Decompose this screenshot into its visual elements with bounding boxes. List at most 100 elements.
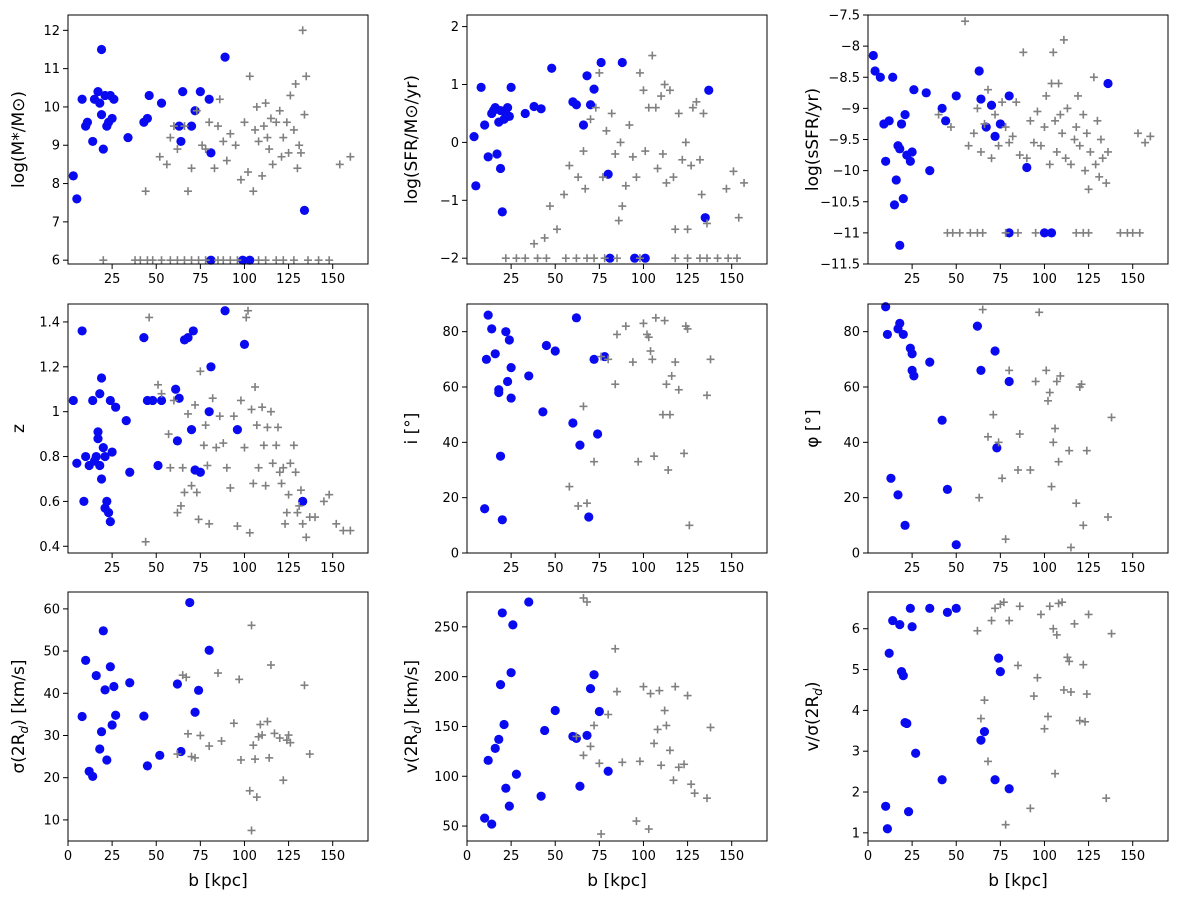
data-point (1029, 692, 1038, 701)
data-point (214, 122, 222, 131)
data-point (226, 256, 235, 265)
data-point (139, 333, 149, 343)
data-point (492, 149, 502, 159)
data-point (245, 72, 254, 81)
data-point (937, 103, 947, 113)
data-point (247, 405, 256, 414)
data-point (169, 122, 178, 131)
data-point (1042, 366, 1051, 375)
data-point (173, 256, 182, 265)
y-tick-label: 6 (52, 254, 60, 269)
y-tick-label: −1 (440, 194, 459, 209)
data-point (166, 133, 175, 142)
data-point (286, 459, 295, 468)
data-point (687, 161, 696, 170)
x-tick-label: 150 (320, 561, 345, 576)
data-point (882, 824, 893, 834)
data-point (201, 145, 210, 154)
data-point (1049, 48, 1058, 57)
data-point (937, 415, 947, 425)
data-point (286, 738, 295, 747)
data-point (1045, 602, 1054, 611)
data-point (1128, 228, 1137, 237)
data-point (249, 741, 258, 750)
data-point (107, 720, 117, 730)
data-point (284, 490, 293, 499)
data-point (251, 383, 260, 391)
series-nondetected (173, 621, 314, 835)
data-point (628, 152, 637, 161)
x-tick-label: 50 (547, 849, 564, 864)
data-point (648, 355, 657, 364)
data-point (635, 68, 644, 77)
data-point (1104, 147, 1112, 156)
data-point (658, 149, 667, 158)
data-point (298, 496, 308, 507)
data-point (951, 540, 961, 550)
data-point (141, 537, 150, 546)
x-tick-label: 50 (547, 272, 564, 287)
data-point (900, 520, 910, 530)
data-point (91, 451, 101, 462)
data-point (1040, 724, 1049, 733)
y-tick-label: 20 (442, 491, 459, 506)
data-point (299, 205, 310, 215)
data-point (1054, 599, 1063, 608)
data-point (597, 830, 606, 839)
data-point (319, 497, 328, 506)
data-point (889, 200, 900, 210)
x-tick-label: 50 (148, 272, 165, 287)
data-point (102, 755, 112, 765)
data-point (1082, 690, 1091, 699)
x-tick-label: 75 (591, 849, 608, 864)
data-point (233, 256, 242, 265)
x-tick-label: 25 (503, 272, 520, 287)
data-point (304, 256, 312, 265)
data-point (1044, 712, 1052, 721)
series-detected (469, 57, 714, 263)
y-tick-label: 12 (43, 24, 60, 39)
data-point (536, 791, 546, 801)
data-point (157, 389, 166, 398)
data-point (187, 164, 196, 173)
data-point (176, 501, 185, 510)
data-point (541, 340, 552, 351)
data-point (261, 481, 270, 490)
data-point (155, 152, 164, 161)
data-point (948, 228, 957, 237)
x-tick-label: 125 (1076, 561, 1101, 576)
data-point (96, 727, 107, 737)
y-tick-label: 200 (434, 670, 459, 685)
data-point (214, 669, 222, 678)
data-point (579, 147, 588, 156)
data-point (1065, 446, 1074, 455)
data-point (194, 256, 203, 265)
data-point (605, 253, 615, 263)
data-point (98, 442, 108, 453)
data-point (572, 732, 581, 741)
series-detected (480, 310, 610, 525)
x-tick-label: 100 (1032, 272, 1057, 287)
data-point (305, 750, 314, 759)
data-point (274, 423, 282, 432)
data-point (105, 516, 115, 527)
data-point (644, 825, 653, 834)
data-point (109, 681, 119, 692)
data-point (254, 137, 263, 146)
data-point (655, 686, 664, 695)
data-point (284, 731, 293, 740)
data-point (881, 801, 891, 811)
data-point (204, 645, 214, 655)
data-point (1107, 413, 1116, 422)
data-point (975, 493, 984, 502)
x-tick-label: 100 (631, 272, 656, 287)
y-tick-label: 80 (442, 325, 459, 340)
data-point (976, 714, 985, 723)
y-tick-label: 1.2 (39, 360, 60, 375)
data-point (107, 447, 117, 457)
y-tick-label: −9 (841, 102, 860, 117)
data-point (184, 409, 192, 418)
x-tick-label: 75 (192, 272, 209, 287)
data-point (206, 362, 216, 372)
data-point (208, 394, 217, 403)
